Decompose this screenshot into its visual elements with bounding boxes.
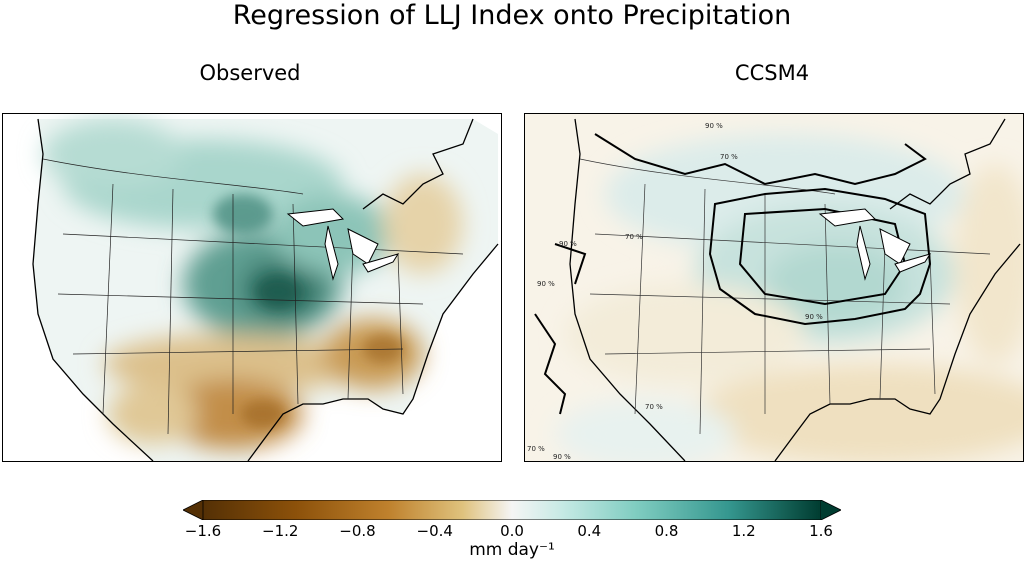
ccsm4-boundaries [569, 118, 1021, 461]
ccsm4-state-lines [579, 158, 991, 435]
colorbar-gradient [202, 500, 822, 520]
colorbar-tick: 1.6 [809, 522, 833, 540]
colorbar-high-arrow [821, 500, 841, 520]
observed-panel-title: Observed [199, 61, 301, 85]
colorbar-low-arrow [183, 500, 203, 520]
contour-label-70-1: 70 % [720, 153, 738, 161]
colorbar [183, 500, 841, 520]
colorbar-tick: 0.8 [654, 522, 679, 540]
colorbar-tick: −1.2 [262, 522, 299, 540]
contour-label-90-3: 90 % [537, 280, 555, 288]
ccsm4-map: 90 % 70 % 90 % 70 % 90 % 90 % 70 % 70 % … [524, 113, 1024, 462]
contour-label-70-3: 70 % [645, 403, 663, 411]
colorbar-tick: 0.4 [577, 522, 602, 540]
contour-label-90-4: 90 % [805, 313, 823, 321]
colorbar-tick: −1.6 [184, 522, 222, 540]
colorbar-tick: −0.8 [339, 522, 376, 540]
colorbar-tick: 1.2 [731, 522, 756, 540]
observed-great-lakes [286, 208, 400, 281]
colorbar-tick: −0.4 [416, 522, 453, 540]
observed-map [2, 113, 502, 462]
colorbar-tick: 0.0 [500, 522, 524, 540]
colorbar-unit-label: mm day⁻¹ [469, 540, 555, 560]
figure-title: Regression of LLJ Index onto Precipitati… [232, 0, 792, 31]
ccsm4-panel-title: CCSM4 [734, 61, 810, 85]
contour-label-70-4: 70 % [527, 445, 545, 453]
ccsm4-great-lakes [818, 208, 932, 281]
contour-label-70-2: 70 % [625, 233, 643, 241]
contour-label-90-1: 90 % [705, 122, 723, 130]
contour-label-90-5: 90 % [553, 453, 571, 461]
observed-state-lines [42, 158, 464, 435]
contour-label-90-2: 90 % [559, 240, 577, 248]
